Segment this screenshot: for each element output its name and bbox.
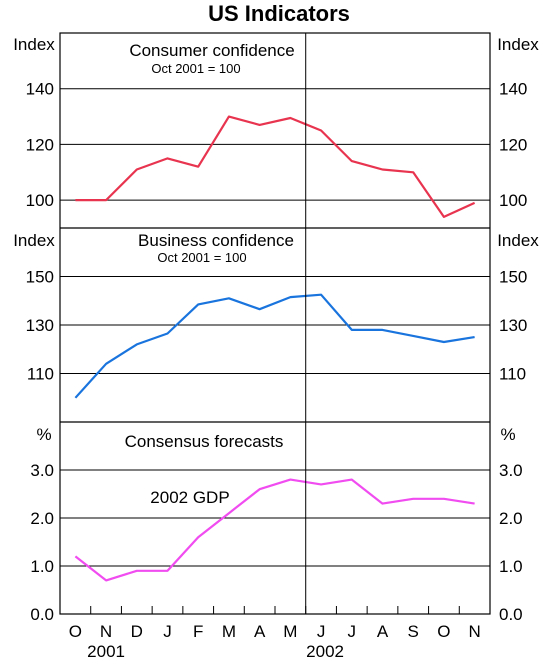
y-tick-label-right: 120 [499,135,527,154]
y-tick-label-left: 140 [26,80,54,99]
y-tick-label-left: 2.0 [30,509,54,528]
y-tick-label-right: 2.0 [499,509,523,528]
unit-label-right: Index [497,35,539,54]
y-tick-label-right: 0.0 [499,605,523,624]
y-tick-label-right: 130 [499,316,527,335]
plot-frame [59,32,491,615]
panel-3: 0.0 0.0 1.0 1.0 2.0 2.0 3.0 3.0% % Consensus fore… [30,425,522,624]
panel-title: Business confidence [138,231,294,250]
y-tick-label-right: 110 [499,365,526,384]
x-tick-label: D [131,622,143,641]
unit-label-left: Index [13,231,55,250]
x-tick-label: J [163,622,172,641]
x-tick-label: J [317,622,326,641]
x-tick-label: M [283,622,297,641]
y-tick-label-right: 1.0 [499,557,523,576]
y-tick-label-left: 120 [26,135,54,154]
y-tick-label-right: 3.0 [499,461,523,480]
x-tick-label: N [469,622,481,641]
series-line [74,478,475,582]
y-tick-label-left: 130 [26,316,54,335]
y-tick-label-left: 100 [26,191,54,210]
x-tick-label: F [193,622,203,641]
year-label: 2001 [87,642,125,661]
panels: 100 100 120 120 140 140 Index Index Consumer con… [13,32,539,624]
x-tick-label: N [100,622,112,641]
series-label: 2002 GDP [150,488,229,507]
x-tick-label: A [377,622,389,641]
panel-subtitle: Oct 2001 = 100 [151,61,240,76]
y-tick-label-left: 1.0 [30,557,54,576]
y-tick-label-right: 140 [499,80,527,99]
y-tick-label-right: 150 [499,268,527,287]
y-tick-label-right: 100 [499,191,527,210]
unit-label-right: Index [497,231,539,250]
unit-label-right: % [500,425,515,444]
chart-title: US Indicators [208,1,350,26]
y-tick-label-left: 150 [26,268,54,287]
x-tick-label: S [408,622,419,641]
y-tick-label-left: 3.0 [30,461,54,480]
y-tick-label-left: 110 [27,365,54,384]
x-tick-label: A [254,622,266,641]
x-tick-label: O [69,622,82,641]
unit-label-left: Index [13,35,55,54]
year-label: 2002 [306,642,344,661]
panel-title: Consumer confidence [129,41,294,60]
x-tick-label: M [222,622,236,641]
y-tick-label-left: 0.0 [30,605,54,624]
x-tick-label: O [437,622,450,641]
x-tick-label: J [348,622,357,641]
series-line [74,293,475,399]
panel-2: 110 110 130 130 150 150 Index Index Business con… [13,231,539,399]
series-line [75,115,476,218]
panel-1: 100 100 120 120 140 140 Index Index Consumer con… [13,35,539,218]
panel-title: Consensus forecasts [125,432,284,451]
unit-label-left: % [36,425,51,444]
panel-subtitle: Oct 2001 = 100 [157,250,246,265]
